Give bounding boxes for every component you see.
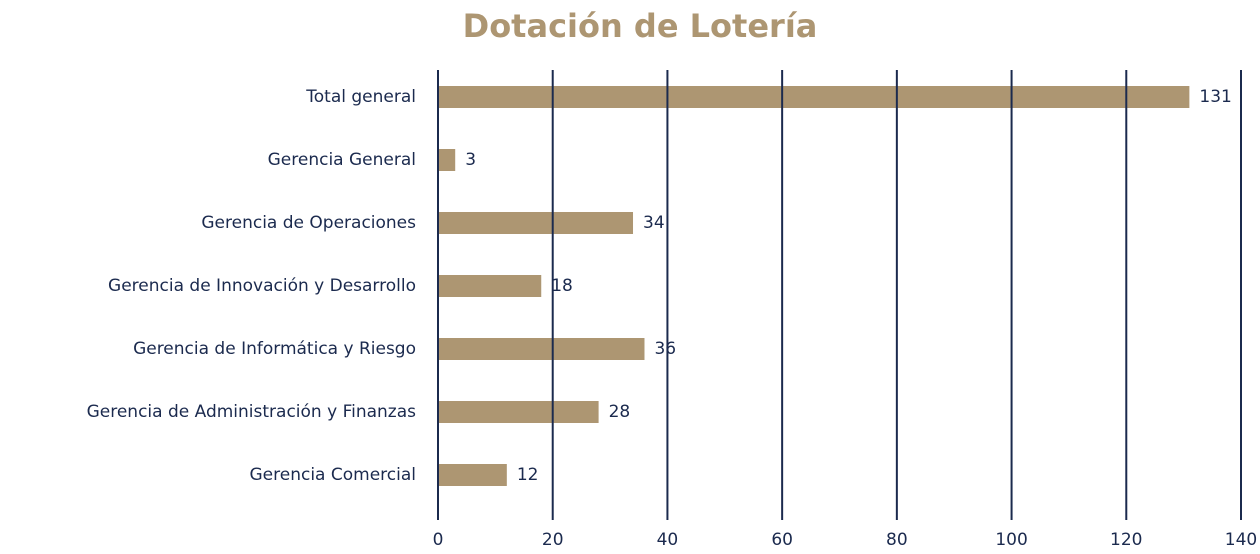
- bar: [438, 149, 456, 171]
- y-tick-label: Gerencia de Operaciones: [201, 213, 416, 233]
- data-label: 18: [551, 276, 573, 296]
- y-tick-label: Total general: [305, 87, 416, 107]
- x-tick-label: 120: [1110, 530, 1142, 550]
- data-label: 36: [654, 339, 676, 359]
- y-tick-label: Gerencia de Administración y Finanzas: [87, 402, 417, 422]
- y-tick-label: Gerencia de Informática y Riesgo: [133, 339, 416, 359]
- bar: [438, 464, 507, 486]
- x-tick-label: 40: [657, 530, 679, 550]
- chart-title: Dotación de Lotería: [463, 7, 818, 45]
- y-tick-label: Gerencia Comercial: [250, 465, 417, 485]
- y-tick-label: Gerencia General: [268, 150, 416, 170]
- x-tick-label: 100: [995, 530, 1027, 550]
- bar: [438, 212, 634, 234]
- data-label: 131: [1199, 87, 1231, 107]
- y-tick-label: Gerencia de Innovación y Desarrollo: [108, 276, 416, 296]
- data-label: 3: [465, 150, 476, 170]
- bar: [438, 275, 542, 297]
- x-tick-label: 140: [1225, 530, 1257, 550]
- data-label: 12: [517, 465, 539, 485]
- x-tick-label: 60: [771, 530, 793, 550]
- bar: [438, 401, 599, 423]
- bar: [438, 86, 1190, 108]
- x-tick-label: 0: [433, 530, 444, 550]
- bar: [438, 338, 645, 360]
- x-tick-label: 20: [542, 530, 564, 550]
- x-tick-label: 80: [886, 530, 908, 550]
- data-label: 28: [609, 402, 631, 422]
- data-label: 34: [643, 213, 665, 233]
